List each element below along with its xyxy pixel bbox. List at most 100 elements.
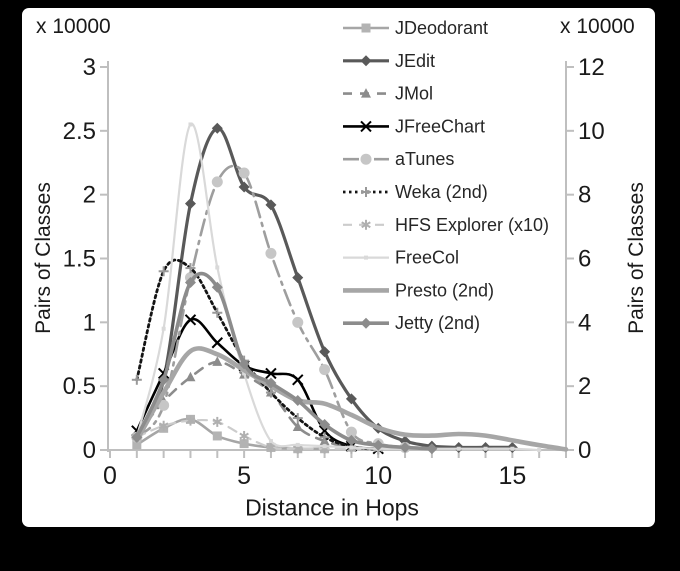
marker-asterisk xyxy=(266,444,276,451)
x-tick-label: 15 xyxy=(498,462,526,490)
legend-label: aTunes xyxy=(395,149,454,169)
marker-small-square xyxy=(295,442,300,447)
right-y-tick-label: 12 xyxy=(578,54,605,81)
legend-item-presto-2nd: Presto (2nd) xyxy=(343,280,494,300)
marker-diamond xyxy=(399,441,411,453)
marker-diamond xyxy=(292,395,304,407)
series-line-freecol xyxy=(135,123,541,452)
marker-small-square xyxy=(188,122,193,127)
left-axis-multiplier: x 10000 xyxy=(36,15,111,38)
series-presto-2nd xyxy=(134,346,569,452)
legend-label: Weka (2nd) xyxy=(395,182,488,202)
marker-circle xyxy=(158,399,170,411)
marker-diamond xyxy=(184,198,196,210)
legend-label: Jetty (2nd) xyxy=(395,313,480,333)
marker-diamond xyxy=(360,317,372,329)
marker-diamond xyxy=(426,443,438,455)
marker-diamond xyxy=(265,377,277,389)
legend-label: Presto (2nd) xyxy=(395,280,494,300)
legend-label: JMol xyxy=(395,84,433,104)
series-line-jedit xyxy=(135,126,514,450)
series-line-hfs-explorer-x10 xyxy=(135,418,380,450)
left-y-tick-label: 1.5 xyxy=(63,246,96,273)
marker-asterisk xyxy=(292,445,303,453)
marker-diamond xyxy=(265,199,277,211)
marker-circle xyxy=(319,364,331,376)
right-y-tick-label: 4 xyxy=(578,309,591,336)
series-jetty-2nd xyxy=(131,271,438,455)
legend-item-jedit: JEdit xyxy=(343,51,435,71)
marker-small-square xyxy=(537,448,542,452)
marker-circle xyxy=(211,176,223,188)
marker-small-square xyxy=(510,446,515,451)
marker-circle xyxy=(292,316,304,328)
left-y-tick-label: 3 xyxy=(83,54,96,81)
marker-small-square xyxy=(322,444,327,449)
marker-x xyxy=(360,120,372,133)
left-y-tick-label: 2 xyxy=(83,182,96,209)
marker-x xyxy=(184,314,197,326)
marker-diamond xyxy=(372,439,384,451)
marker-diamond xyxy=(158,374,170,386)
marker-square xyxy=(132,440,142,450)
marker-diamond xyxy=(345,393,357,405)
marker-asterisk xyxy=(361,221,371,229)
x-tick-label: 10 xyxy=(364,462,392,490)
marker-circle xyxy=(265,247,277,259)
legend-label: FreeCol xyxy=(395,248,459,268)
marker-asterisk xyxy=(239,432,249,440)
legend-label: JDeodorant xyxy=(395,18,488,38)
legend-label: HFS Explorer (x10) xyxy=(395,215,549,235)
marker-triangle xyxy=(292,421,303,432)
marker-square xyxy=(212,431,222,441)
marker-diamond xyxy=(238,181,250,193)
marker-diamond xyxy=(184,276,196,288)
marker-small-square xyxy=(364,255,368,260)
legend-item-jfreechart: JFreeChart xyxy=(343,116,485,136)
marker-square xyxy=(239,439,249,449)
right-y-tick-label: 10 xyxy=(578,118,605,145)
legend-item-weka-2nd: Weka (2nd) xyxy=(343,182,488,202)
marker-asterisk xyxy=(212,418,223,426)
right-y-tick-label: 6 xyxy=(578,246,591,273)
legend-item-jdeodorant: JDeodorant xyxy=(343,18,488,38)
marker-diamond xyxy=(319,346,331,358)
marker-diamond xyxy=(211,281,223,293)
marker-diamond xyxy=(238,358,250,370)
legend-item-hfs-explorer-x10: HFS Explorer (x10) xyxy=(343,215,549,235)
marker-small-square xyxy=(242,371,247,376)
marker-diamond xyxy=(360,55,372,67)
legend-item-atunes: aTunes xyxy=(343,149,454,169)
marker-circle xyxy=(360,153,372,165)
marker-diamond xyxy=(292,272,304,284)
marker-circle xyxy=(345,426,357,438)
legend-item-jmol: JMol xyxy=(343,84,433,104)
right-y-tick-label: 8 xyxy=(578,182,591,209)
x-tick-label: 5 xyxy=(237,462,251,490)
marker-diamond xyxy=(319,418,331,430)
left-y-tick-label: 2.5 xyxy=(63,118,96,145)
marker-x xyxy=(292,374,304,386)
marker-triangle xyxy=(361,88,371,98)
legend-label: JFreeChart xyxy=(395,116,485,136)
right-axis-multiplier: x 10000 xyxy=(560,15,635,38)
series-line-presto-2nd xyxy=(134,346,569,452)
right-y-tick-label: 0 xyxy=(578,437,591,464)
marker-x xyxy=(211,337,224,349)
marker-small-square xyxy=(483,446,488,451)
x-tick-label: 0 xyxy=(103,462,117,490)
marker-small-square xyxy=(161,326,166,331)
right-y-tick-label: 2 xyxy=(578,373,591,400)
x-axis-title: Distance in Hops xyxy=(245,494,419,521)
marker-asterisk xyxy=(158,422,169,430)
legend-label: JEdit xyxy=(395,51,435,71)
marker-small-square xyxy=(456,446,461,451)
left-y-tick-label: 0.5 xyxy=(63,373,96,400)
marker-small-square xyxy=(349,445,354,450)
series-jedit xyxy=(131,122,518,453)
marker-square xyxy=(361,23,371,33)
marker-triangle xyxy=(185,371,196,382)
marker-circle xyxy=(238,167,250,179)
